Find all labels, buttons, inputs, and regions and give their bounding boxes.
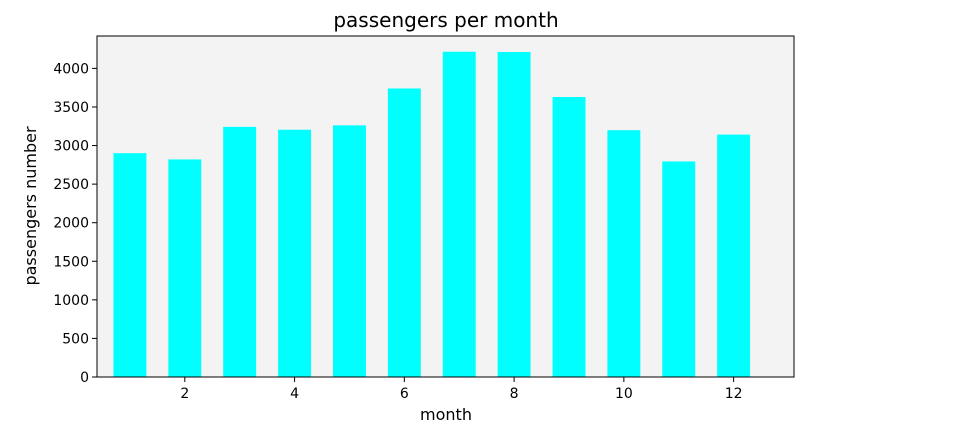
- bar-month-12: [717, 134, 751, 377]
- y-tick-label: 1500: [53, 254, 89, 270]
- chart-title: passengers per month: [333, 8, 558, 32]
- y-tick-label: 4000: [53, 61, 89, 77]
- y-tick-label: 500: [62, 331, 89, 347]
- x-axis-label: month: [420, 405, 472, 424]
- y-axis-ticks: 0 500 1000 1500 2000 2500 3000 3500 4000: [53, 61, 97, 386]
- x-axis-ticks: 2 4 6 8 10 12: [180, 377, 743, 402]
- y-tick-label: 2500: [53, 177, 89, 193]
- bar-month-1: [113, 153, 147, 377]
- bar-month-11: [662, 161, 696, 377]
- bar-month-7: [442, 51, 476, 377]
- bar-month-10: [607, 130, 641, 377]
- y-axis-label: passengers number: [21, 126, 40, 285]
- plot-frame: [96, 35, 795, 378]
- x-tick-label: 12: [725, 386, 743, 402]
- bar-month-6: [387, 88, 421, 377]
- x-tick-label: 2: [180, 386, 189, 402]
- bar-month-8: [497, 51, 531, 377]
- y-tick-label: 2000: [53, 216, 89, 232]
- x-tick-label: 8: [510, 386, 519, 402]
- bars-group: [113, 51, 751, 377]
- bar-month-4: [278, 129, 312, 377]
- y-tick-label: 1000: [53, 293, 89, 309]
- bar-month-2: [168, 159, 202, 377]
- bar-month-9: [552, 97, 586, 377]
- y-tick-label: 0: [80, 370, 89, 386]
- y-tick-label: 3000: [53, 139, 89, 155]
- y-tick-label: 3500: [53, 100, 89, 116]
- x-tick-label: 6: [400, 386, 409, 402]
- x-tick-label: 10: [615, 386, 633, 402]
- x-tick-label: 4: [290, 386, 299, 402]
- bar-month-5: [332, 125, 366, 377]
- bar-month-3: [223, 126, 257, 377]
